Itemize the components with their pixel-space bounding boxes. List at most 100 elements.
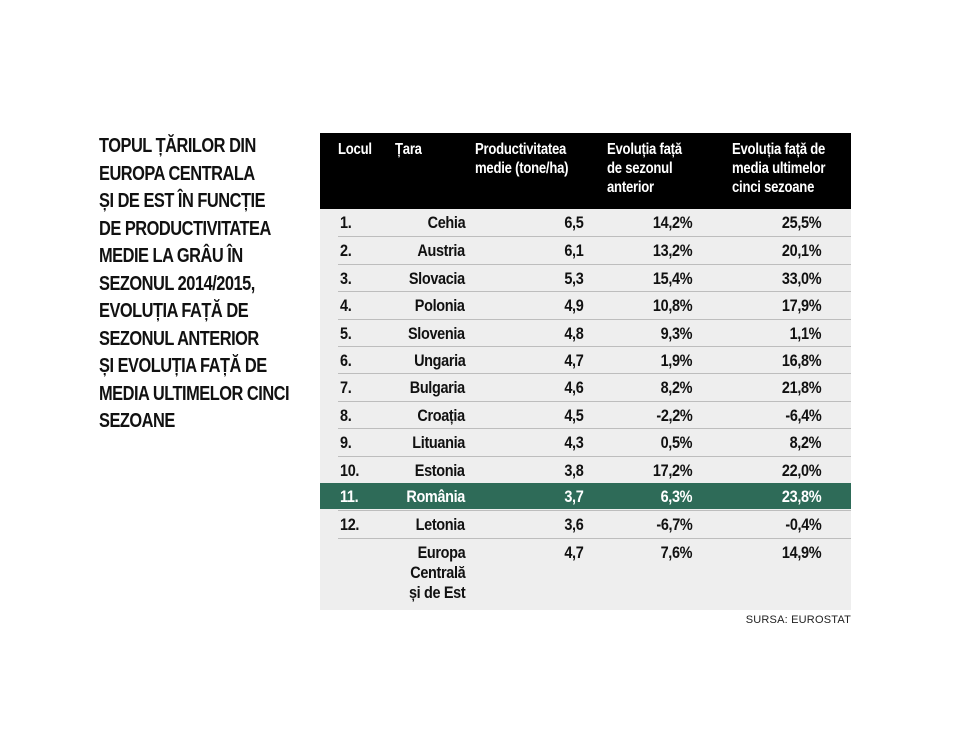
evolution-previous-cell: 6,3% (660, 487, 692, 506)
headline-line: SEZONUL ANTERIOR (99, 327, 259, 350)
header-line: Evoluția față (607, 141, 682, 158)
evolution-previous-cell: 9,3% (660, 323, 692, 343)
table-row: 2. Austria 6,1 13,2% 20,1% (338, 236, 851, 263)
header-line: medie (tone/ha) (475, 160, 569, 177)
evolution-average-cell: 33,0% (781, 268, 822, 288)
evolution-average-cell: 22,0% (781, 460, 822, 480)
evolution-average-cell: 20,1% (781, 241, 822, 261)
rank-cell: 2. (340, 241, 352, 261)
productivity-cell: 4,6 (563, 378, 583, 398)
rank-cell: 6. (340, 351, 352, 370)
evolution-previous-cell: -2,2% (655, 405, 692, 425)
table-row: 9. Lituania 4,3 0,5% 8,2% (338, 428, 851, 455)
header-country: Țara (395, 140, 428, 159)
table-header: Locul Țara Productivitatea medie (tone/ha… (320, 133, 851, 209)
table-row: 4. Polonia 4,9 10,8% 17,9% (338, 291, 851, 318)
evolution-previous-cell: 15,4% (652, 268, 693, 288)
header-line: media ultimelor (732, 160, 826, 177)
header-evolution-previous: Evoluția față de sezonul anterior (607, 140, 698, 197)
headline-line: DE PRODUCTIVITATEA (99, 217, 271, 240)
productivity-cell: 6,5 (563, 213, 583, 232)
country-cell: Polonia (415, 296, 465, 316)
headline: TOPUL ȚĂRILOR DIN EUROPA CENTRALA ȘI DE ES… (99, 133, 314, 436)
headline-line: EUROPA CENTRALA (99, 162, 255, 185)
country-cell: Slovacia (409, 268, 465, 288)
evolution-average-cell: 21,8% (781, 378, 822, 398)
country-cell: Bulgaria (409, 378, 465, 398)
table-row: 6. Ungaria 4,7 1,9% 16,8% (338, 346, 851, 373)
table-row: 5. Slovenia 4,8 9,3% 1,1% (338, 318, 851, 346)
header-line: Țara (395, 141, 422, 158)
rank-cell: 1. (340, 213, 352, 232)
table-row: 10. Estonia 3,8 17,2% 22,0% (338, 455, 851, 483)
evolution-average-cell: 25,5% (781, 213, 822, 232)
productivity-cell: 4,7 (563, 542, 583, 562)
evolution-previous-cell: 1,9% (660, 351, 692, 370)
headline-line: MEDIE LA GRÂU ÎN (99, 245, 243, 267)
rank-cell: 4. (340, 296, 352, 316)
table-row: 12. Letonia 3,6 -6,7% -0,4% (338, 510, 851, 537)
table-row: 7. Bulgaria 4,6 8,2% 21,8% (338, 373, 851, 400)
table-row-highlighted: 11. România 3,7 6,3% 23,8% (320, 483, 851, 509)
evolution-previous-cell: 17,2% (652, 460, 693, 480)
evolution-previous-cell: 13,2% (652, 241, 693, 261)
productivity-cell: 3,8 (563, 460, 583, 480)
rank-cell: 8. (340, 405, 352, 425)
table-row: 8. Croația 4,5 -2,2% -6,4% (338, 400, 851, 428)
evolution-average-cell: -6,4% (784, 405, 821, 425)
evolution-previous-cell: 10,8% (652, 296, 693, 316)
country-cell: România (406, 487, 465, 506)
country-cell: Europa Centrală și de Est (408, 542, 466, 602)
country-cell: Austria (417, 241, 466, 261)
rank-cell: 3. (340, 268, 352, 288)
evolution-previous-cell: 7,6% (660, 542, 692, 562)
country-cell: Croația (417, 405, 466, 425)
headline-line: ȘI EVOLUȚIA FAȚĂ DE (99, 355, 267, 377)
header-productivity: Productivitatea medie (tone/ha) (475, 140, 589, 178)
country-cell: Ungaria (413, 351, 466, 370)
header-line: cinci sezoane (732, 179, 815, 196)
headline-line: SEZOANE (99, 410, 175, 432)
productivity-cell: 5,3 (563, 268, 583, 288)
rank-cell: 5. (340, 323, 352, 343)
header-line: de sezonul (607, 160, 673, 177)
evolution-average-cell: -0,4% (784, 515, 821, 535)
productivity-cell: 4,5 (563, 405, 583, 425)
evolution-previous-cell: -6,7% (655, 515, 692, 535)
country-cell: Slovenia (408, 323, 465, 343)
header-line: anterior (607, 179, 654, 196)
country-cell: Cehia (427, 213, 465, 232)
productivity-cell: 4,3 (563, 433, 583, 453)
evolution-average-cell: 14,9% (781, 542, 822, 562)
country-cell: Estonia (415, 460, 465, 480)
header-rank: Locul (338, 140, 379, 159)
source-note: SURSA: EUROSTAT (745, 614, 851, 626)
headline-line: EVOLUȚIA FAȚĂ DE (99, 300, 249, 322)
country-cell: Lituania (412, 433, 465, 453)
table-row-summary: Europa Centrală și de Est 4,7 7,6% 14,9% (338, 537, 851, 613)
rank-cell: 11. (340, 487, 359, 506)
header-evolution-average: Evoluția față de media ultimelor cinci sez… (732, 140, 846, 197)
evolution-previous-cell: 0,5% (660, 433, 692, 453)
productivity-cell: 4,7 (563, 351, 583, 370)
evolution-average-cell: 8,2% (789, 433, 821, 453)
rank-cell: 7. (340, 378, 352, 398)
header-line: Locul (338, 141, 372, 158)
productivity-cell: 4,9 (563, 296, 583, 316)
evolution-previous-cell: 14,2% (652, 213, 693, 232)
evolution-average-cell: 16,8% (781, 351, 822, 370)
headline-line: MEDIA ULTIMELOR CINCI (99, 382, 290, 405)
productivity-cell: 3,7 (563, 487, 583, 506)
evolution-average-cell: 17,9% (781, 296, 822, 316)
productivity-cell: 3,6 (563, 515, 583, 535)
headline-line: TOPUL ȚĂRILOR DIN (99, 135, 256, 157)
table-row: 1. Cehia 6,5 14,2% 25,5% (338, 209, 851, 235)
rank-cell: 9. (340, 433, 352, 453)
header-line: Evoluția față de (732, 141, 826, 158)
productivity-table: Locul Țara Productivitatea medie (tone/ha… (320, 133, 851, 610)
headline-line: SEZONUL 2014/2015, (99, 272, 255, 295)
country-cell: Letonia (415, 515, 465, 535)
evolution-average-cell: 23,8% (781, 487, 822, 506)
productivity-cell: 6,1 (563, 241, 583, 261)
table-row: 3. Slovacia 5,3 15,4% 33,0% (338, 263, 851, 291)
